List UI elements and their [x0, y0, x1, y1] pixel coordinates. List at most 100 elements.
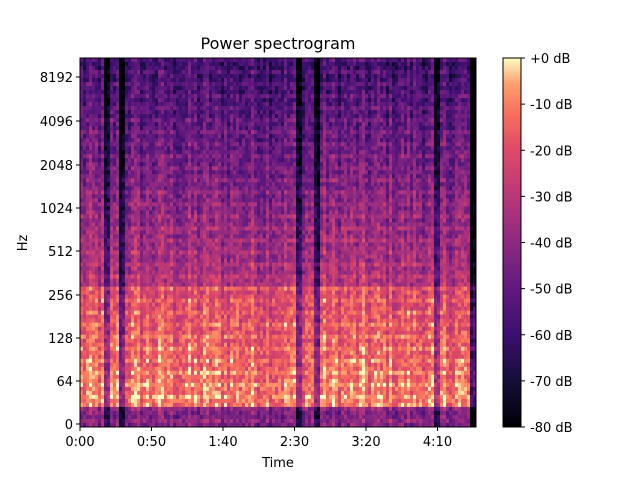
heatmap-cell: [452, 58, 456, 63]
heatmap-cell: [371, 190, 375, 195]
heatmap-cell: [344, 106, 348, 111]
heatmap-cell: [464, 130, 468, 135]
heatmap-cell: [254, 190, 258, 195]
heatmap-cell: [419, 126, 423, 131]
heatmap-cell: [263, 170, 267, 175]
heatmap-cell: [164, 78, 168, 83]
heatmap-cell: [83, 150, 87, 155]
heatmap-cell: [188, 138, 192, 143]
heatmap-cell: [431, 198, 435, 203]
heatmap-cell: [272, 202, 276, 207]
heatmap-cell: [173, 158, 177, 163]
heatmap-cell: [209, 182, 213, 187]
heatmap-cell: [263, 94, 267, 99]
heatmap-cell: [260, 202, 264, 207]
heatmap-cell: [473, 106, 476, 111]
heatmap-cell: [380, 150, 384, 155]
heatmap-cell: [221, 202, 225, 207]
heatmap-cell: [344, 206, 348, 212]
heatmap-cell: [269, 74, 273, 79]
heatmap-cell: [170, 150, 174, 155]
heatmap-cell: [164, 102, 168, 107]
heatmap-cell: [281, 74, 285, 79]
heatmap-cell: [350, 122, 354, 127]
heatmap-cell: [287, 166, 291, 171]
heatmap-cell: [203, 98, 207, 103]
heatmap-cell: [113, 94, 117, 99]
heatmap-cell: [227, 122, 231, 127]
heatmap-cell: [347, 90, 351, 95]
heatmap-cell: [281, 122, 285, 127]
heatmap-cell: [233, 186, 237, 191]
heatmap-cell: [284, 118, 288, 123]
heatmap-cell: [206, 62, 210, 67]
heatmap-cell: [425, 102, 429, 107]
heatmap-cell: [395, 202, 399, 207]
heatmap-cell: [212, 126, 216, 131]
heatmap-cell: [458, 86, 462, 91]
heatmap-cell: [125, 146, 129, 151]
heatmap-cell: [239, 74, 243, 79]
heatmap-cell: [197, 90, 201, 95]
heatmap-cell: [257, 194, 261, 199]
heatmap-cell: [365, 182, 369, 187]
heatmap-cell: [191, 138, 195, 143]
heatmap-cell: [464, 102, 468, 107]
heatmap-cell: [125, 206, 129, 212]
heatmap-cell: [398, 182, 402, 187]
heatmap-cell: [425, 118, 429, 123]
heatmap-cell: [281, 126, 285, 131]
heatmap-cell: [194, 138, 198, 143]
heatmap-cell: [161, 110, 165, 115]
heatmap-cell: [170, 130, 174, 135]
heatmap-cell: [185, 198, 189, 203]
heatmap-cell: [215, 158, 219, 163]
heatmap-cell: [446, 134, 450, 139]
heatmap-cell: [386, 66, 390, 71]
heatmap-cell: [368, 202, 372, 207]
heatmap-cell: [119, 122, 123, 127]
heatmap-cell: [443, 94, 447, 99]
heatmap-cell: [269, 110, 273, 115]
heatmap-cell: [248, 166, 252, 171]
heatmap-cell: [311, 202, 315, 207]
heatmap-cell: [92, 78, 96, 83]
heatmap-cell: [197, 98, 201, 103]
heatmap-cell: [242, 198, 246, 203]
heatmap-cell: [92, 150, 96, 155]
heatmap-cell: [143, 170, 147, 175]
heatmap-cell: [215, 166, 219, 171]
heatmap-cell: [329, 110, 333, 115]
heatmap-cell: [449, 94, 453, 99]
heatmap-cell: [89, 118, 93, 123]
heatmap-cell: [230, 194, 234, 199]
heatmap-cell: [182, 174, 186, 179]
heatmap-cell: [122, 82, 126, 87]
heatmap-cell: [107, 142, 111, 147]
heatmap-cell: [458, 106, 462, 111]
heatmap-cell: [227, 162, 231, 167]
heatmap-cell: [146, 78, 150, 83]
heatmap-cell: [320, 114, 324, 119]
heatmap-cell: [161, 90, 165, 95]
heatmap-cell: [467, 146, 471, 151]
heatmap-cell: [284, 70, 288, 75]
heatmap-cell: [473, 94, 476, 99]
heatmap-cell: [437, 70, 441, 75]
heatmap-cell: [341, 142, 345, 147]
heatmap-cell: [209, 106, 213, 111]
heatmap-cell: [260, 174, 264, 179]
heatmap-cell: [221, 194, 225, 199]
heatmap-cell: [125, 90, 129, 95]
heatmap-cell: [419, 58, 423, 63]
heatmap-cell: [443, 138, 447, 143]
heatmap-cell: [116, 106, 120, 111]
heatmap-cell: [233, 198, 237, 203]
heatmap-cell: [299, 70, 303, 75]
heatmap-cell: [362, 86, 366, 91]
heatmap-cell: [107, 78, 111, 83]
heatmap-cell: [356, 110, 360, 115]
heatmap-cell: [251, 70, 255, 75]
heatmap-cell: [359, 162, 363, 167]
heatmap-cell: [281, 178, 285, 183]
